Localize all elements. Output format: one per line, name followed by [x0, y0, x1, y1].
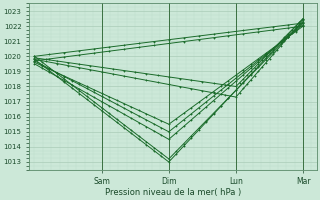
- X-axis label: Pression niveau de la mer( hPa ): Pression niveau de la mer( hPa ): [105, 188, 241, 197]
